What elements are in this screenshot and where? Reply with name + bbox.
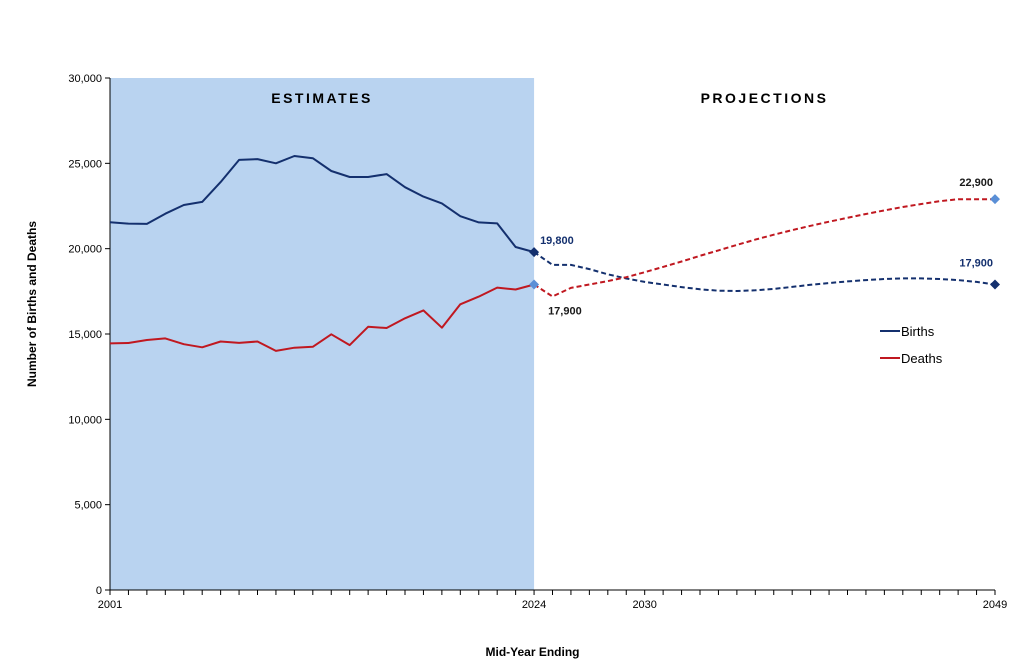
estimates-region (110, 78, 535, 590)
y-axis-title: Number of Births and Deaths (25, 221, 39, 387)
births-marker (529, 247, 540, 258)
births-projections-line (533, 251, 996, 292)
y-tick-label: 20,000 (68, 244, 102, 256)
x-tick-label: 2049 (983, 599, 1007, 611)
deaths-estimates-line (109, 283, 535, 352)
deaths-marker (990, 194, 1000, 205)
data-label: 17,900 (959, 258, 993, 270)
y-tick-label: 5,000 (74, 500, 102, 512)
y-tick-label: 30,000 (68, 73, 102, 85)
y-tick-label: 0 (96, 585, 102, 597)
x-axis-title: Mid-Year Ending (485, 645, 579, 659)
legend-label-births: Births (901, 324, 935, 339)
data-label: 19,800 (540, 235, 574, 247)
legend-label-deaths: Deaths (901, 351, 943, 366)
x-tick-label: 2024 (522, 599, 546, 611)
region-label-projections: PROJECTIONS (701, 90, 829, 106)
deaths-marker (529, 279, 540, 290)
y-tick-label: 15,000 (68, 329, 102, 341)
y-tick-label: 10,000 (68, 414, 102, 426)
data-label: 22,900 (959, 177, 993, 189)
x-tick-label: 2001 (98, 599, 122, 611)
deaths-projections-line (533, 198, 995, 298)
data-label: 17,900 (548, 306, 582, 318)
x-tick-label: 2030 (632, 599, 656, 611)
y-tick-label: 25,000 (68, 158, 102, 170)
births-marker (990, 279, 1000, 290)
region-label-estimates: ESTIMATES (271, 90, 373, 106)
births-estimates-line (109, 155, 535, 254)
